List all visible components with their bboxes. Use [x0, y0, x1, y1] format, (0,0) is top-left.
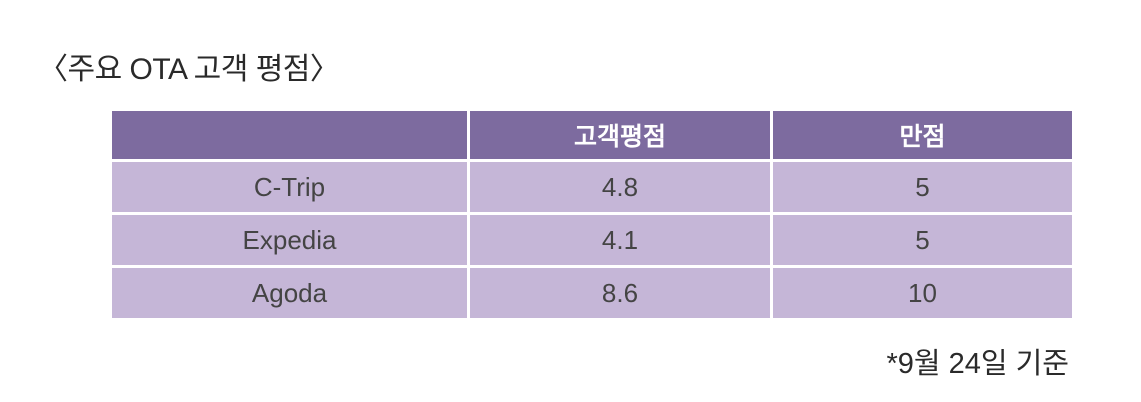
header-cell — [112, 111, 467, 159]
table-row: C-Trip 4.8 5 — [112, 162, 1072, 212]
table: 고객평점 만점 C-Trip 4.8 5 Expedia 4.1 5 Agoda 8.6 10 — [109, 108, 1075, 321]
table-row: Expedia 4.1 5 — [112, 215, 1072, 265]
header-cell: 만점 — [773, 111, 1072, 159]
table-cell: 4.1 — [470, 215, 770, 265]
table-cell: 8.6 — [470, 268, 770, 318]
table-row: Agoda 8.6 10 — [112, 268, 1072, 318]
table-body: C-Trip 4.8 5 Expedia 4.1 5 Agoda 8.6 10 — [112, 162, 1072, 318]
table-cell: Expedia — [112, 215, 467, 265]
header-row: 고객평점 만점 — [112, 111, 1072, 159]
table-cell: 5 — [773, 162, 1072, 212]
table-cell: 10 — [773, 268, 1072, 318]
table-cell: 4.8 — [470, 162, 770, 212]
table-cell: Agoda — [112, 268, 467, 318]
footnote: *9월 24일 기준 — [886, 348, 1069, 380]
table-cell: 5 — [773, 215, 1072, 265]
header-cell: 고객평점 — [470, 111, 770, 159]
table-cell: C-Trip — [112, 162, 467, 212]
title: 〈주요 OTA 고객 평점〉 — [38, 53, 340, 86]
